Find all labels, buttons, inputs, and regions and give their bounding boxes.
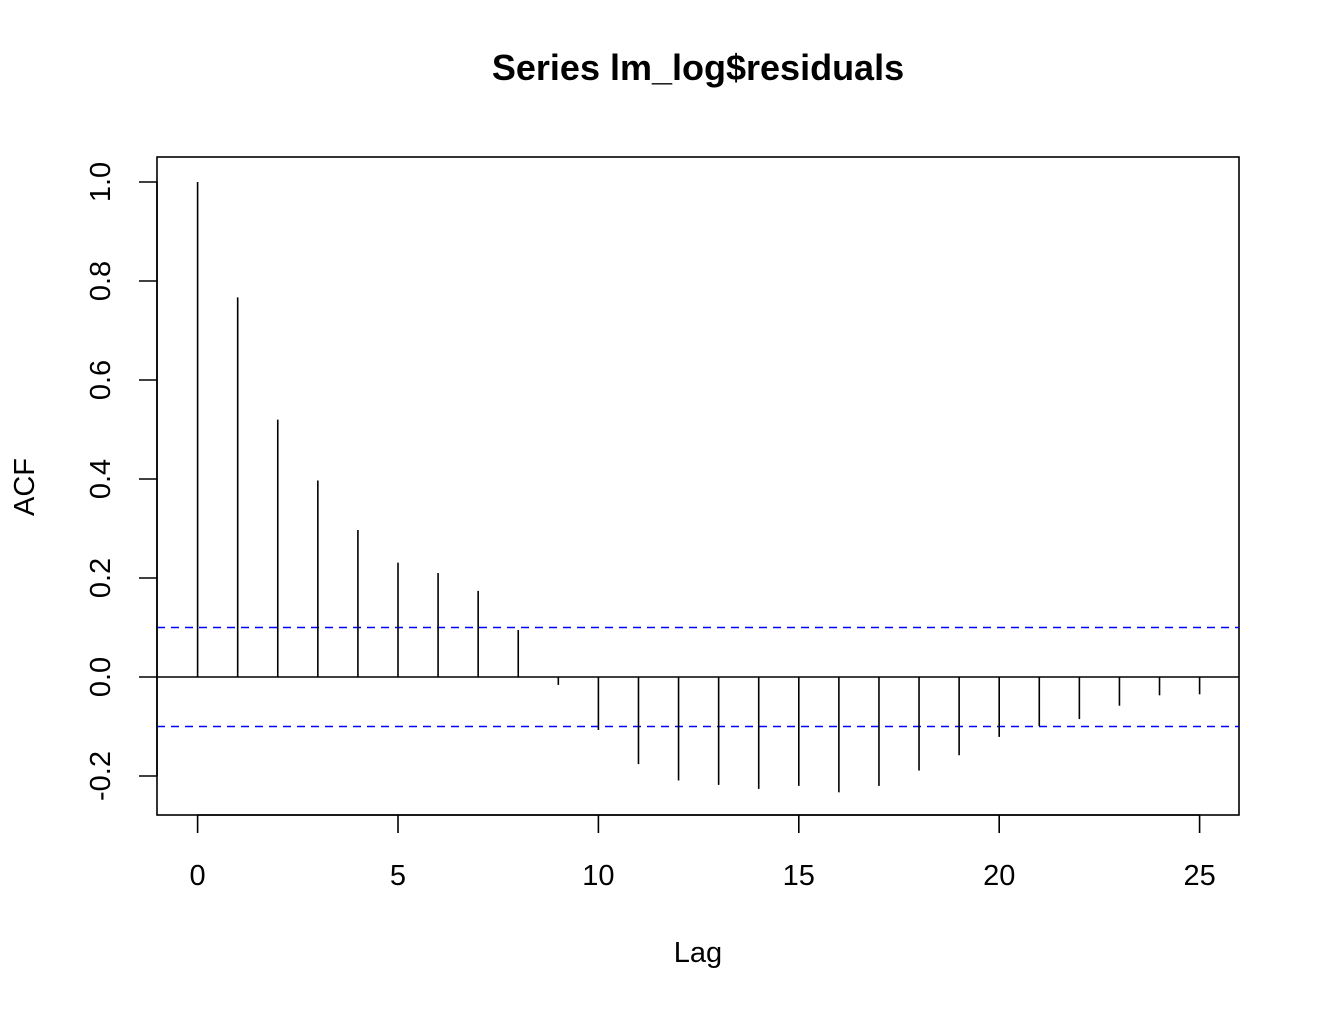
y-tick-label: 0.8 bbox=[85, 261, 117, 301]
plot-area: 0 5 10 15 20 25 -0.2 0.0 0.2 0.4 0.6 0.8 1.0 bbox=[85, 156, 1240, 892]
x-tick-label: 0 bbox=[190, 860, 206, 892]
y-tick-label: 0.6 bbox=[85, 360, 117, 400]
y-axis-label: ACF bbox=[9, 458, 41, 516]
x-tick-label: 20 bbox=[983, 860, 1015, 892]
y-tick-label: -0.2 bbox=[85, 751, 117, 801]
y-tick-label: 0.4 bbox=[85, 459, 117, 499]
y-tick-label: 0.2 bbox=[85, 558, 117, 598]
chart-title: Series lm_log$residuals bbox=[492, 47, 904, 88]
x-tick-label: 15 bbox=[783, 860, 815, 892]
y-tick-label: 1.0 bbox=[85, 162, 117, 202]
x-tick-label: 10 bbox=[582, 860, 614, 892]
y-tick-label: 0.0 bbox=[85, 657, 117, 697]
plot-frame bbox=[156, 156, 1240, 816]
x-axis-label: Lag bbox=[674, 937, 722, 969]
x-tick-label: 5 bbox=[390, 860, 406, 892]
x-tick-label: 25 bbox=[1183, 860, 1215, 892]
